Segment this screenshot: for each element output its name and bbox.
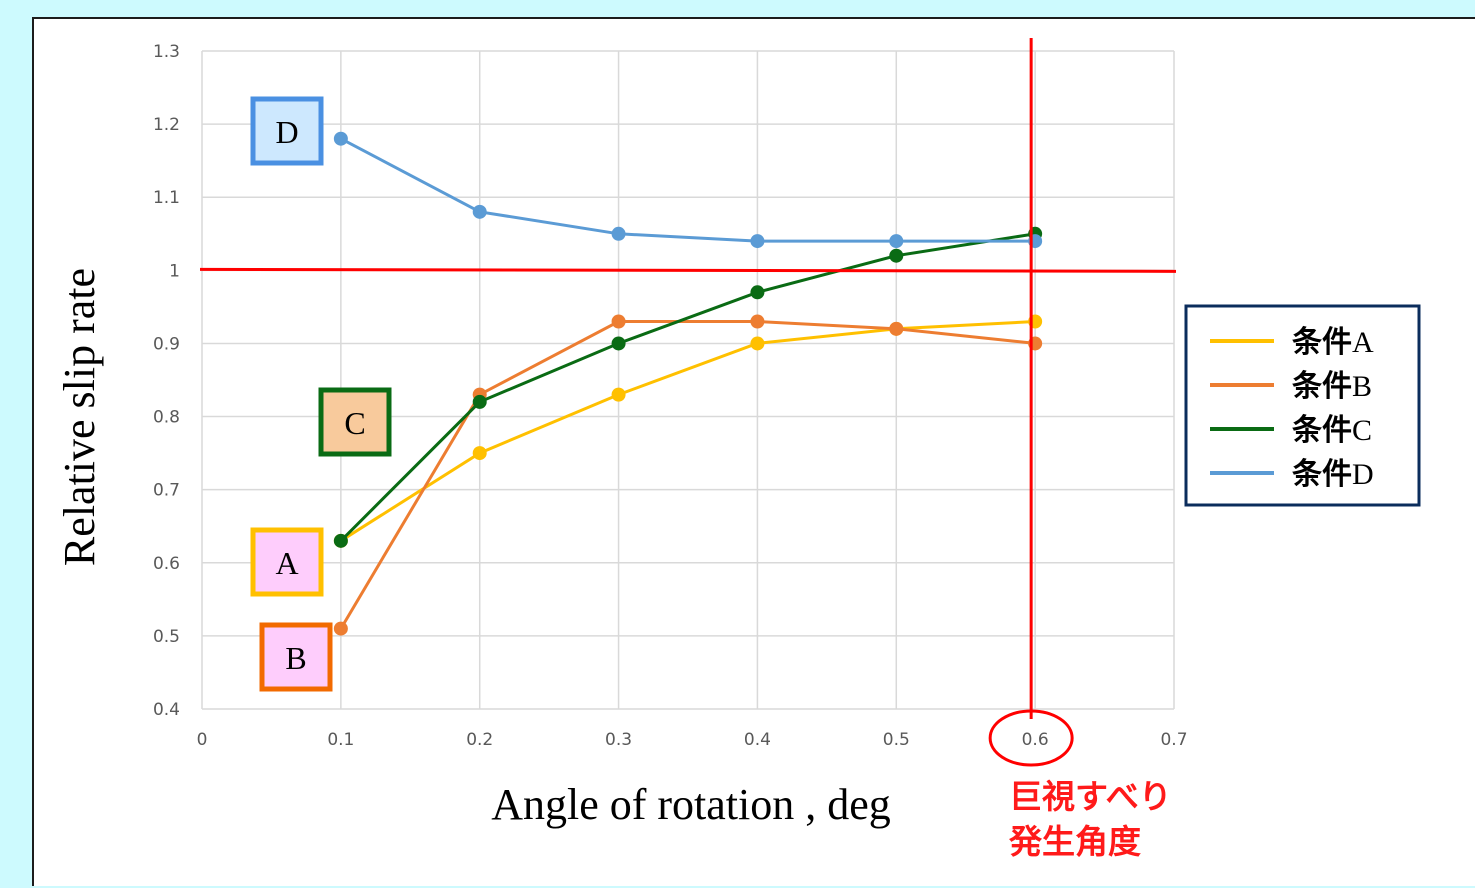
series-tags: A B C D	[250, 96, 392, 692]
x-tick-label: 0.1	[327, 730, 354, 750]
data-point	[750, 336, 765, 351]
y-tick-label: 1.2	[153, 115, 180, 135]
reference-line-horizontal	[199, 267, 1177, 273]
x-tick-label: 0.7	[1160, 730, 1187, 750]
note-line-2: 発生角度	[1009, 822, 1141, 861]
note-line-1: 巨視すべり	[1009, 777, 1172, 816]
tick-labels: 0.4 0.5 0.6 0.7 0.8 0.9 1 1.1 1.2 1.3 0 0.1 0.2 0.3 0.…	[153, 42, 1188, 750]
reference-lines	[199, 38, 1177, 767]
tag-box-a	[250, 527, 324, 597]
legend-label: 条件B	[1292, 369, 1372, 404]
y-tick-label: 0.8	[153, 408, 180, 428]
x-tick-label: 0.6	[1022, 730, 1049, 750]
legend-label: 条件D	[1292, 457, 1374, 492]
x-tick-label: 0.5	[883, 730, 910, 750]
tag-label-d: D	[275, 114, 298, 150]
note: 巨視すべり 発生角度	[1009, 777, 1172, 861]
series-line-2	[339, 320, 1036, 630]
data-point	[889, 234, 904, 249]
highlight-circle	[988, 709, 1074, 767]
data-point	[889, 321, 904, 336]
tag-box-d	[250, 96, 324, 166]
data-point	[889, 248, 904, 263]
x-tick-label: 0	[197, 730, 208, 750]
data-point	[472, 394, 487, 409]
tag-label-a: A	[275, 545, 298, 581]
data-point	[333, 621, 348, 636]
x-tick-label: 0.3	[605, 730, 632, 750]
data-point	[333, 533, 348, 548]
y-tick-label: 1.1	[153, 188, 180, 208]
y-tick-label: 0.9	[153, 334, 180, 354]
tag-box-b	[259, 622, 333, 692]
y-tick-label: 1	[169, 261, 180, 281]
series-line-1	[340, 320, 1036, 543]
y-tick-label: 0.7	[153, 481, 180, 501]
y-tick-label: 0.5	[153, 627, 180, 647]
x-tick-label: 0.2	[466, 730, 493, 750]
series-line-3	[339, 232, 1036, 542]
data-point	[750, 314, 765, 329]
x-axis-title: Angle of rotation , deg	[491, 780, 891, 829]
legend: 条件A 条件B 条件C 条件D	[1184, 304, 1421, 507]
grid	[201, 50, 1175, 710]
data-point	[611, 336, 626, 351]
legend-label: 条件A	[1292, 325, 1374, 360]
y-tick-label: 1.3	[153, 42, 180, 62]
x-tick-label: 0.4	[744, 730, 771, 750]
data-point	[750, 285, 765, 300]
tag-label-c: C	[344, 405, 365, 441]
chart-frame: 0.4 0.5 0.6 0.7 0.8 0.9 1 1.1 1.2 1.3 0 0.1 0.2 0.3 0.…	[32, 17, 1475, 886]
tag-label-b: B	[285, 640, 306, 676]
data-point	[611, 314, 626, 329]
y-tick-label: 0.6	[153, 554, 180, 574]
y-tick-label: 0.4	[153, 700, 180, 720]
data-point	[611, 226, 626, 241]
series-layer	[333, 131, 1043, 636]
line-chart: 0.4 0.5 0.6 0.7 0.8 0.9 1 1.1 1.2 1.3 0 0.1 0.2 0.3 0.…	[55, 38, 1421, 861]
data-point	[472, 446, 487, 461]
series-line-4	[340, 137, 1036, 243]
legend-label: 条件C	[1292, 413, 1372, 448]
tag-box-c	[318, 387, 392, 457]
data-point	[611, 387, 626, 402]
data-point	[472, 204, 487, 219]
data-point	[333, 131, 348, 146]
y-axis-title: Relative slip rate	[55, 268, 104, 566]
data-point	[750, 234, 765, 249]
